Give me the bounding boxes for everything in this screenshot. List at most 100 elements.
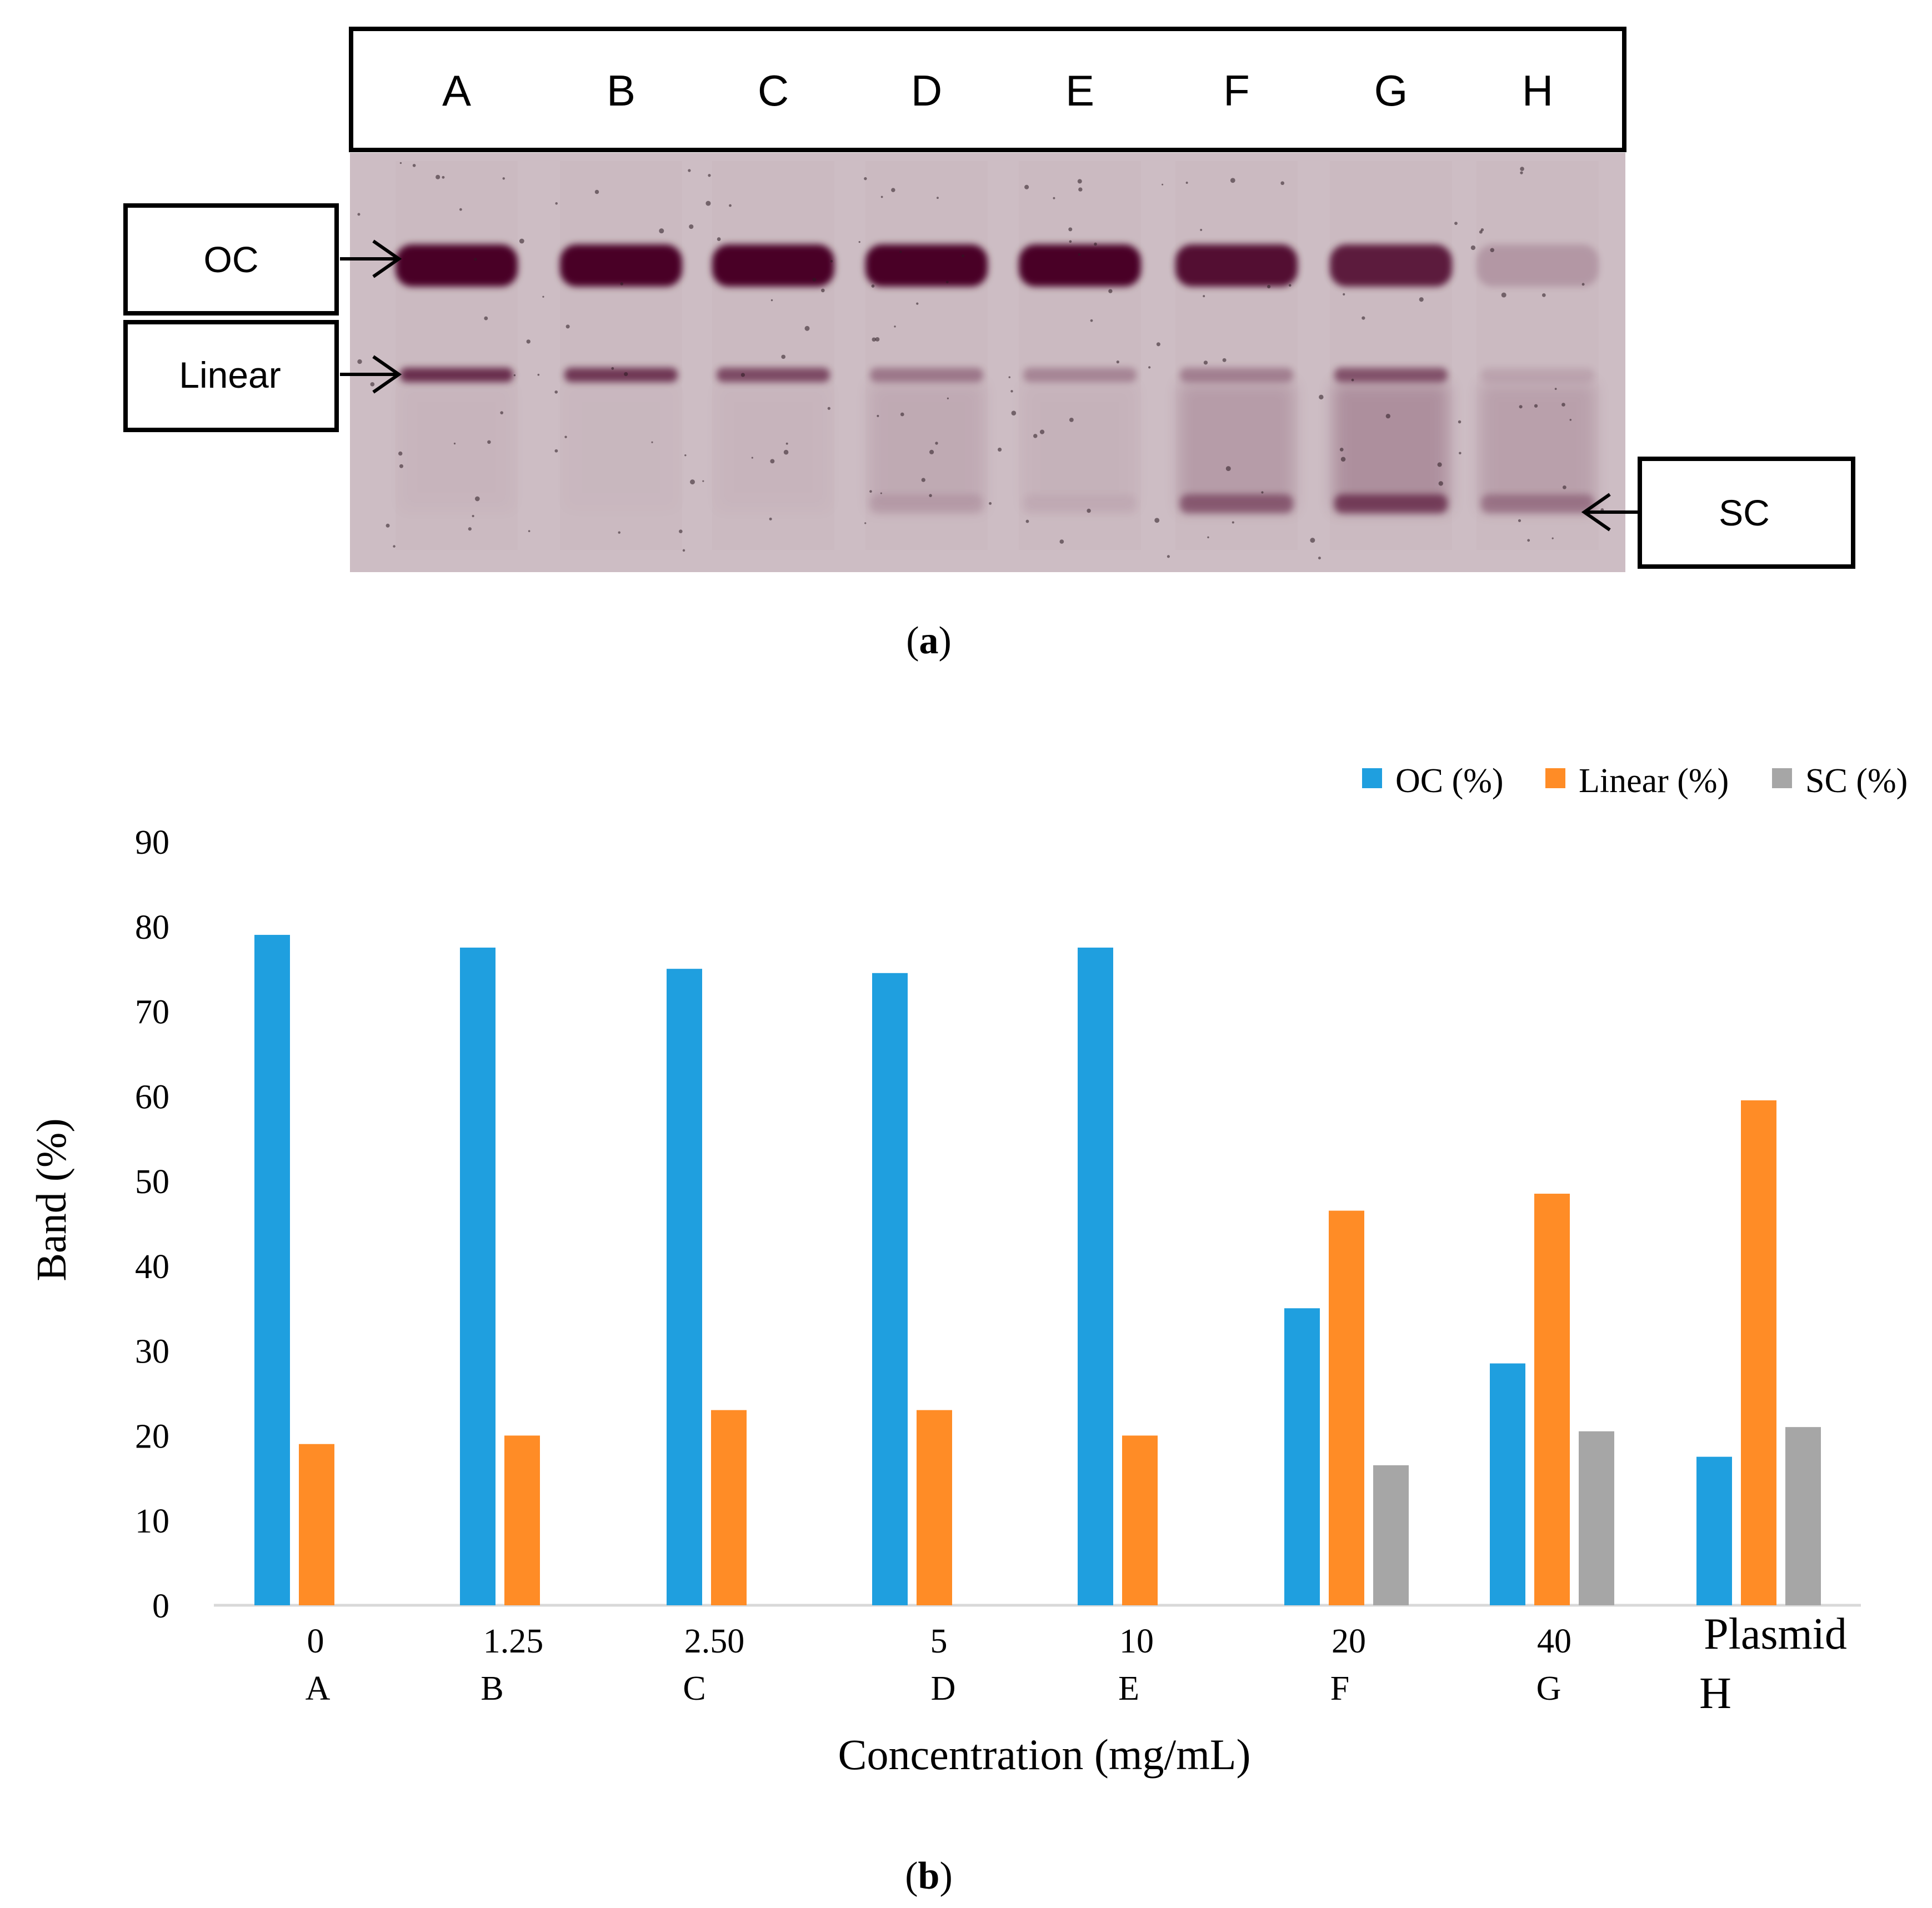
gel-speck <box>537 373 540 376</box>
gel-speck <box>474 496 480 502</box>
gel-speck <box>1108 289 1113 293</box>
legend-label: Linear (%) <box>1579 762 1729 800</box>
gel-speck <box>393 545 396 548</box>
gel-speck <box>620 282 624 286</box>
gel-speck <box>1339 447 1344 452</box>
gel-speck <box>751 457 753 459</box>
gel-speck <box>998 447 1002 452</box>
y-tick-label: 80 <box>135 909 169 947</box>
gel-speck <box>1011 410 1017 415</box>
gel-speck <box>1069 240 1072 243</box>
gel-speck <box>871 284 875 288</box>
lane-label: F <box>1223 66 1250 115</box>
gel-speck <box>1078 187 1083 192</box>
gel-speck <box>684 454 687 457</box>
legend-swatch <box>1545 768 1565 788</box>
gel-speck <box>500 411 504 414</box>
gel-speck <box>1340 457 1346 462</box>
x-tick-label-letter: E <box>1118 1670 1139 1707</box>
y-tick-label: 20 <box>135 1418 169 1455</box>
bars <box>254 935 1821 1605</box>
gel-lane <box>1330 161 1452 550</box>
gel-speck <box>989 502 992 505</box>
sc-label: SC <box>1719 492 1770 533</box>
oc-label: OC <box>204 239 259 280</box>
lane-track <box>396 161 518 550</box>
gel-speck <box>399 464 404 468</box>
gel-speck <box>1167 555 1170 558</box>
linear-arrow <box>340 355 402 394</box>
gel-speck <box>877 414 879 417</box>
smear <box>1333 383 1449 511</box>
gel-speck <box>513 374 516 377</box>
gel-speck <box>1203 360 1208 365</box>
gel-speck <box>945 281 949 284</box>
gel-speck <box>770 459 775 464</box>
gel-speck <box>542 296 544 298</box>
legend-item: Linear (%) <box>1545 762 1729 800</box>
legend-swatch <box>1362 768 1382 788</box>
gel-speck <box>468 527 472 531</box>
gel-lane <box>396 161 518 550</box>
gel-speck <box>717 237 721 241</box>
sc-band <box>1481 494 1594 513</box>
gel-speck <box>690 479 695 485</box>
oc-band <box>560 244 682 287</box>
gel-speck <box>1554 388 1557 390</box>
gel-lane <box>1476 161 1599 550</box>
gel-speck <box>872 337 876 342</box>
x-tick-label-letter: H <box>1699 1669 1731 1718</box>
gel-speck <box>1318 557 1321 560</box>
bar <box>1078 947 1113 1605</box>
x-tick-label-letter: G <box>1536 1670 1561 1707</box>
gel-speck <box>858 241 860 243</box>
sc-band <box>1023 494 1137 513</box>
gel-speck <box>1458 420 1461 424</box>
gel-speck <box>705 201 711 206</box>
bar <box>1329 1210 1364 1605</box>
gel-speck <box>875 337 880 342</box>
x-tick-label-letter: F <box>1330 1670 1349 1707</box>
x-axis-title: Concentration (mg/mL) <box>838 1730 1251 1779</box>
gel-speck <box>1059 539 1064 544</box>
gel-speck <box>1203 295 1205 298</box>
gel-speck <box>1534 404 1538 408</box>
gel-speck <box>1419 297 1424 302</box>
x-tick-label-letter: C <box>683 1670 705 1707</box>
gel-speck <box>1437 462 1442 467</box>
gel-specks <box>357 162 1604 560</box>
gel-speck <box>502 177 505 180</box>
bar <box>1373 1465 1409 1605</box>
gel-speck <box>1343 293 1345 296</box>
lane-label: H <box>1522 66 1553 115</box>
gel-speck <box>357 213 361 216</box>
linear-band <box>717 368 830 382</box>
lane-track <box>560 161 682 550</box>
x-tick-label: 5 <box>930 1622 948 1660</box>
gel-lane <box>1019 161 1141 550</box>
lane-track <box>1019 161 1141 550</box>
gel-speck <box>1156 342 1160 347</box>
oc-band <box>1175 244 1298 287</box>
gel-speck <box>937 197 939 199</box>
gel-speck <box>651 441 653 443</box>
gel-speck <box>1185 182 1188 184</box>
legend-label: SC (%) <box>1805 762 1908 800</box>
legend-item: OC (%) <box>1362 762 1504 800</box>
x-tick-label: 2.50 <box>684 1622 745 1660</box>
gel-speck <box>1385 413 1390 419</box>
caption-a: (a) <box>906 619 952 662</box>
oc-band <box>396 244 518 287</box>
gel-speck <box>900 412 904 417</box>
gel-speck <box>1551 537 1554 539</box>
gel-speck <box>682 549 685 552</box>
gel-speck <box>1479 230 1483 234</box>
gel-lanes <box>396 161 1599 550</box>
lane-label: C <box>758 66 789 115</box>
gel-speck <box>929 449 934 454</box>
gel-speck <box>594 189 599 194</box>
lane-track <box>712 161 834 550</box>
gel-speck <box>921 478 925 482</box>
gel-speck <box>399 162 402 164</box>
smear <box>563 383 679 511</box>
